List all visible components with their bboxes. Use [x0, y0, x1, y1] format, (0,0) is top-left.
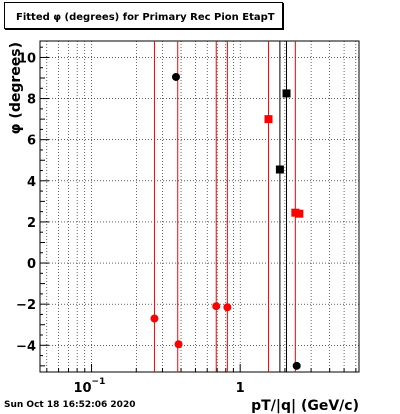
y-tick-label: 4 [27, 175, 36, 190]
y-tick-label: 8 [27, 93, 36, 108]
y-tick-label: 0 [27, 257, 36, 272]
vline-layer [153, 41, 296, 372]
chart-title: Fitted φ (degrees) for Primary Rec Pion … [16, 12, 275, 23]
grid-layer [40, 41, 359, 372]
x-axis-label: pT/|q| (GeV/c) [251, 398, 359, 414]
data-point-red-square [264, 115, 273, 124]
data-point-black-circle [292, 361, 301, 370]
y-tick-label: −2 [16, 298, 36, 313]
data-point-red-square [295, 209, 304, 218]
data-point-black-square [275, 165, 284, 174]
y-tick-label: 2 [27, 216, 36, 231]
plot-frame [39, 40, 360, 373]
y-tick-label: 6 [27, 134, 36, 149]
y-axis-label: φ (degrees) [8, 42, 24, 134]
data-point-red-circle [212, 302, 221, 311]
timestamp: Sun Oct 18 16:52:06 2020 [4, 400, 136, 410]
data-point-red-circle [150, 314, 159, 323]
chart-title-box: Fitted φ (degrees) for Primary Rec Pion … [4, 2, 283, 29]
x-tick-label: 1 [236, 381, 245, 396]
data-point-black-square [282, 89, 291, 98]
data-point-red-circle [223, 303, 232, 312]
data-point-black-circle [172, 72, 181, 81]
x-tick-label-exponent: −1 [92, 377, 106, 387]
y-tick-label: −4 [16, 339, 36, 354]
x-tick-label: 10 [73, 381, 91, 396]
marker-layer [150, 72, 304, 370]
y-tick-label: 10 [18, 51, 36, 66]
data-point-red-circle [174, 340, 183, 349]
